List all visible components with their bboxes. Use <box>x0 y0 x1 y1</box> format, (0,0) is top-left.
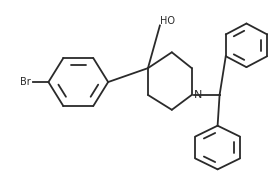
Text: Br: Br <box>20 77 31 87</box>
Text: HO: HO <box>160 15 175 26</box>
Text: N: N <box>194 90 202 100</box>
